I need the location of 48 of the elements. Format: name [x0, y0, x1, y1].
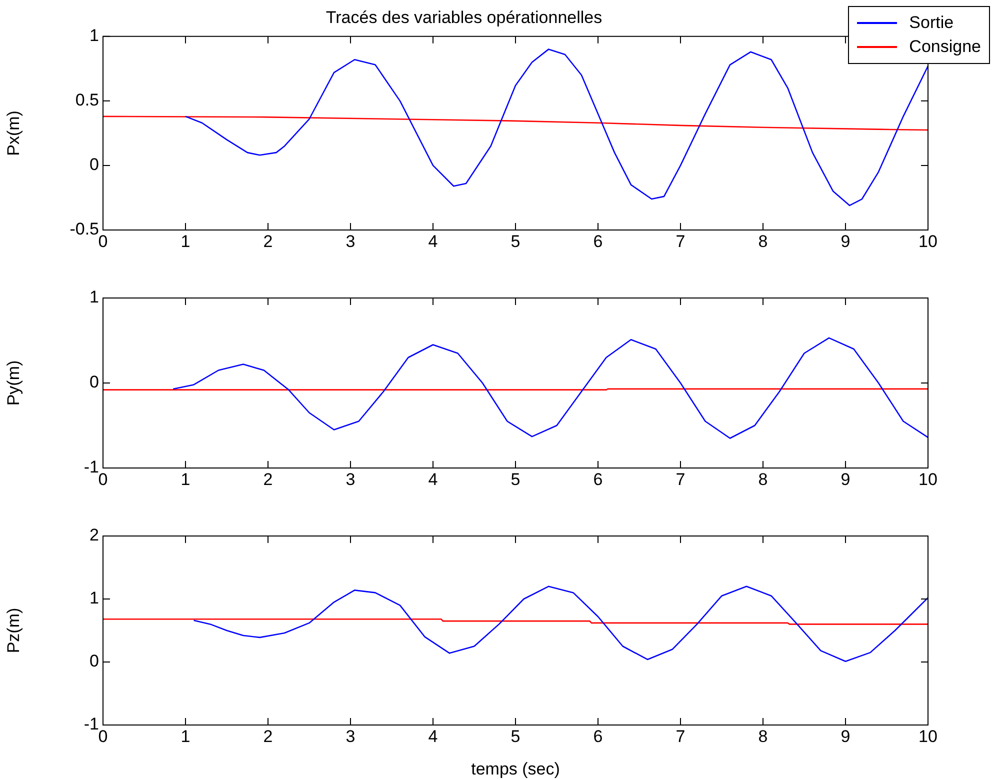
y-tick-label: -1 [84, 458, 99, 477]
x-tick-label: 7 [676, 726, 686, 746]
x-tick-label: 6 [593, 726, 603, 746]
x-tick-label: 6 [593, 470, 603, 489]
y-tick-label: 0 [90, 372, 99, 392]
x-tick-label: 1 [180, 232, 190, 251]
x-tick-label: 2 [263, 232, 273, 251]
x-tick-label: 10 [918, 470, 938, 489]
legend-label: Sortie [909, 12, 954, 34]
y-tick-label: 0 [90, 652, 99, 671]
x-tick-label: 4 [428, 470, 438, 489]
y-tick-label: 0 [90, 155, 99, 174]
x-tick-label: 7 [676, 232, 686, 251]
x-tick-label: 8 [758, 232, 768, 251]
y-tick-label: 1 [90, 588, 99, 608]
x-tick-label: 4 [428, 726, 438, 746]
x-tick-label: 5 [510, 470, 520, 489]
x-tick-label: 7 [676, 470, 686, 489]
y-tick-label: -1 [84, 714, 99, 734]
x-tick-label: 6 [593, 232, 603, 251]
y-tick-label: 2 [90, 526, 99, 545]
y-axis-title: Py(m) [4, 360, 23, 406]
y-tick-label: 1 [90, 26, 99, 46]
y-tick-label: 1 [90, 288, 99, 307]
x-tick-label: 9 [840, 470, 850, 489]
x-tick-label: 8 [758, 726, 768, 746]
x-tick-label: 1 [180, 726, 190, 746]
x-tick-label: 10 [918, 232, 938, 251]
chart-title: Tracés des variables opérationnelles [326, 8, 602, 27]
legend-label: Consigne [909, 36, 981, 58]
x-tick-label: 8 [758, 470, 768, 489]
x-tick-label: 3 [346, 726, 356, 746]
x-tick-label: 1 [180, 470, 190, 489]
x-tick-label: 9 [840, 726, 850, 746]
x-tick-label: 4 [428, 232, 438, 251]
x-axis-title: temps (sec) [471, 759, 560, 778]
x-tick-label: 3 [346, 470, 356, 489]
x-tick-label: 3 [346, 232, 356, 251]
y-tick-label: 0.5 [75, 90, 99, 110]
x-tick-label: 2 [263, 470, 273, 489]
x-tick-label: 9 [840, 232, 850, 251]
x-tick-label: 5 [510, 232, 520, 251]
y-axis-title: Pz(m) [4, 608, 23, 654]
x-tick-label: 10 [918, 726, 938, 746]
y-axis-title: Px(m) [4, 110, 23, 156]
x-tick-label: 5 [510, 726, 520, 746]
y-tick-label: -0.5 [70, 220, 99, 239]
x-tick-label: 2 [263, 726, 273, 746]
